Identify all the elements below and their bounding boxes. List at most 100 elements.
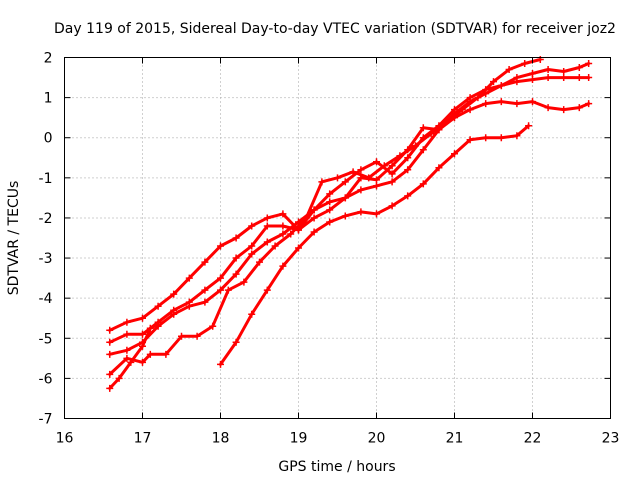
data-point [435, 164, 443, 172]
data-point [404, 166, 412, 174]
data-point [248, 222, 256, 230]
data-point [497, 134, 505, 142]
data-point [310, 206, 318, 214]
data-point [560, 74, 568, 82]
series-track-d [106, 56, 544, 378]
data-point [318, 178, 326, 186]
data-point [396, 152, 404, 160]
data-point [201, 258, 209, 266]
data-point [232, 338, 240, 346]
data-point [497, 82, 505, 90]
data-point [560, 106, 568, 114]
x-tick-label: 22 [524, 431, 542, 447]
chart-title: Day 119 of 2015, Sidereal Day-to-day VTE… [54, 21, 616, 37]
data-point [373, 158, 380, 166]
data-point [326, 198, 334, 206]
data-point [373, 182, 380, 190]
data-point [279, 262, 287, 270]
data-point [154, 320, 162, 328]
data-point [513, 132, 521, 140]
data-point [127, 358, 135, 366]
data-point [490, 78, 497, 86]
x-axis-label: GPS time / hours [278, 459, 395, 475]
data-point [513, 78, 521, 86]
data-point [232, 270, 240, 278]
data-point [474, 94, 482, 102]
x-tick-label: 19 [290, 431, 308, 447]
series-track-f [217, 122, 533, 368]
data-point [341, 178, 349, 186]
data-point [575, 64, 583, 72]
data-point [326, 190, 334, 198]
data-point [451, 106, 458, 114]
data-point [178, 332, 185, 340]
data-point [170, 310, 178, 318]
data-point [419, 180, 427, 188]
y-tick-label: -6 [39, 371, 53, 387]
data-point [287, 230, 295, 238]
data-point [170, 290, 178, 298]
data-point [544, 66, 552, 74]
y-tick-label: 0 [44, 131, 53, 147]
y-tick-label: -1 [39, 171, 53, 187]
data-point [458, 106, 466, 114]
data-point [388, 162, 396, 170]
data-point [240, 278, 248, 286]
data-point [115, 374, 123, 382]
data-point [263, 238, 271, 246]
data-point [357, 186, 365, 194]
data-point [106, 338, 114, 346]
data-point [341, 194, 349, 202]
data-point [154, 302, 162, 310]
data-point [217, 242, 224, 250]
data-point [373, 176, 380, 184]
y-tick-label: -7 [39, 412, 53, 428]
data-point [232, 234, 240, 242]
data-point [139, 342, 146, 350]
data-point [201, 298, 209, 306]
data-point [466, 94, 474, 102]
data-point [529, 70, 536, 78]
data-point [334, 174, 341, 182]
data-point [412, 142, 419, 150]
x-tick-label: 20 [368, 431, 386, 447]
y-tick-label: 2 [44, 51, 53, 67]
data-point [575, 104, 583, 112]
data-point [544, 74, 552, 82]
data-point [451, 150, 458, 158]
data-point [224, 286, 232, 294]
data-point [525, 122, 533, 130]
data-point [357, 208, 365, 216]
data-point [529, 76, 536, 84]
data-point [279, 222, 287, 230]
plot-frame [64, 57, 611, 419]
x-tick-label: 21 [446, 431, 464, 447]
y-tick-label: -3 [39, 251, 53, 267]
data-point [209, 322, 217, 330]
data-point [482, 100, 490, 108]
data-point [529, 98, 536, 106]
data-point [295, 244, 302, 252]
data-point [146, 324, 154, 332]
tick-layer: 16 17 18 19 20 21 22 23 -7 -6 -5 -4 -3 -2 -1 0 1 2 [39, 51, 620, 447]
data-point [106, 326, 114, 334]
data-point [497, 98, 505, 106]
data-point [365, 174, 373, 182]
data-point [349, 168, 357, 176]
data-point [326, 206, 334, 214]
data-point [248, 242, 256, 250]
y-tick-label: 1 [44, 91, 53, 107]
data-point [575, 74, 583, 82]
data-point [162, 350, 170, 358]
data-point [106, 384, 114, 392]
data-point [326, 218, 334, 226]
data-point [482, 134, 490, 142]
data-point [388, 202, 396, 210]
data-point [106, 350, 114, 358]
data-point [505, 66, 513, 74]
data-point [585, 60, 593, 68]
x-tick-label: 18 [212, 431, 230, 447]
data-point [341, 212, 349, 220]
data-point [466, 136, 474, 144]
